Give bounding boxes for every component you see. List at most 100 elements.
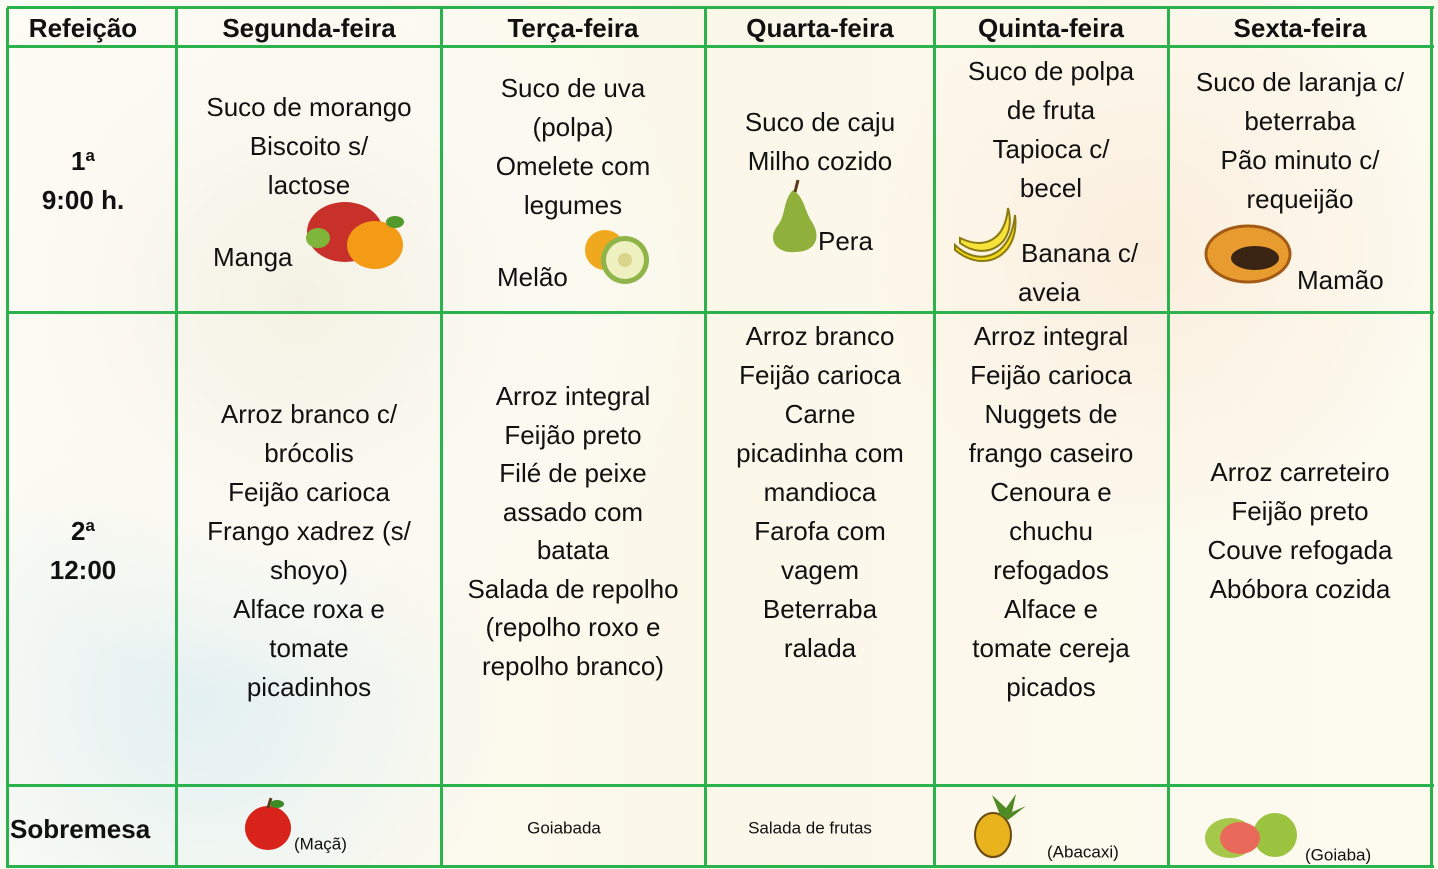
menu-item: tomate [269,633,349,663]
papaya-icon [1204,224,1292,284]
menu-item: refogados [993,555,1109,585]
column-header: Quarta-feira [746,13,894,43]
meal-label: Sobremesa [10,814,151,844]
menu-item: mandioca [763,477,877,507]
menu-item: Suco de laranja c/ [1195,67,1405,97]
column-header: Sexta-feira [1233,13,1367,43]
menu-item: Feijão preto [1231,496,1369,526]
border [1430,8,1433,868]
menu-item: Salada de repolho [467,573,679,604]
banana-icon [954,207,1017,262]
meal-label: 12:00 [49,555,117,585]
menu-item: frango caseiro [968,438,1134,468]
pear-icon [773,179,817,253]
apple-icon [245,797,291,850]
menu-item: legumes [523,190,623,220]
meal-label: 1ª [70,146,96,176]
fruit-label: Banana c/ [1021,238,1139,268]
meal-label: 2ª [70,516,96,546]
border [175,8,178,868]
menu-item: Pão minuto c/ [1220,145,1380,175]
fruit-label: aveia [1018,277,1081,307]
menu-item: Alface e [1004,594,1098,624]
menu-item: Milho cozido [747,146,893,176]
menu-item: Suco de morango [206,92,412,122]
menu-item: Suco de polpa [967,56,1135,86]
border [7,311,1434,314]
menu-item: beterraba [1244,106,1356,136]
border [704,8,707,868]
menu-item: Suco de caju [744,107,896,137]
menu-item: ralada [783,633,857,663]
border [7,784,1434,787]
menu-item: Abóbora cozida [1209,574,1391,604]
menu-item: assado com [502,496,644,527]
menu-item: Couve refogada [1207,535,1393,565]
menu-item: Feijão carioca [739,360,901,390]
column-header: Refeição [28,13,138,43]
fruit-label: Melão [497,262,568,292]
fruit-label: Pera [818,226,873,256]
menu-item: Frango xadrez (s/ [207,516,411,546]
guava-icon [1205,813,1297,858]
menu-item: Filé de peixe [499,458,647,488]
dessert: Goiabada [527,818,601,838]
menu-item: brócolis [264,438,354,468]
menu-item: Alface roxa e [233,594,385,624]
pineapple-icon [974,794,1026,858]
menu-item: becel [1019,173,1083,203]
menu-item: picadinha com [736,438,904,468]
dessert: (Maçã) [294,834,347,854]
menu-item: picadinhos [246,672,372,702]
border [440,8,443,868]
menu-item: lactose [267,170,351,200]
dessert: (Abacaxi) [1047,842,1119,862]
dessert: Salada de frutas [748,818,872,838]
menu-item: Cenoura e [990,477,1112,507]
menu-item: Arroz branco [745,321,895,351]
menu-item: Arroz branco c/ [220,399,398,429]
mango-icon [306,202,404,269]
menu-item: requeijão [1246,184,1354,214]
menu-item: repolho branco) [481,650,665,681]
melon-icon [585,230,649,284]
border [7,865,1434,868]
menu-item: Carne [784,399,856,429]
column-header: Segunda-feira [222,13,396,43]
menu-item: Farofa com [754,516,886,546]
menu-item: Arroz integral [973,321,1129,351]
menu-item: Beterraba [762,594,878,624]
fruit-label: Mamão [1297,265,1384,295]
border [1167,8,1170,868]
menu-item: Omelete com [495,151,651,181]
menu-item: Feijão preto [504,419,642,450]
border [7,45,1434,48]
fruit-label: Manga [213,242,293,272]
menu-item: tomate cereja [972,633,1130,663]
dessert: (Goiaba) [1305,845,1372,865]
menu-item: Feijão carioca [228,477,390,507]
menu-item: Biscoito s/ [249,131,369,161]
menu-item: vagem [780,555,860,585]
menu-item: Nuggets de [984,399,1118,429]
menu-item: Arroz integral [495,381,651,411]
border [933,8,936,868]
menu-item: picados [1006,672,1096,702]
menu-item: shoyo) [269,555,349,585]
border [7,6,1434,9]
menu-item: batata [536,535,610,565]
menu-item: Suco de uva [500,73,646,103]
menu-item: (polpa) [532,112,614,142]
menu-item: chuchu [1009,516,1093,546]
meal-label: 9:00 h. [41,185,125,215]
menu-item: de fruta [1006,95,1096,125]
column-header: Quinta-feira [978,13,1124,43]
column-header: Terça-feira [507,13,639,43]
menu-item: Arroz carreteiro [1210,457,1390,487]
border [6,8,9,868]
menu-item: Feijão carioca [970,360,1132,390]
menu-item: (repolho roxo e [485,612,661,642]
menu-item: Tapioca c/ [992,134,1110,164]
